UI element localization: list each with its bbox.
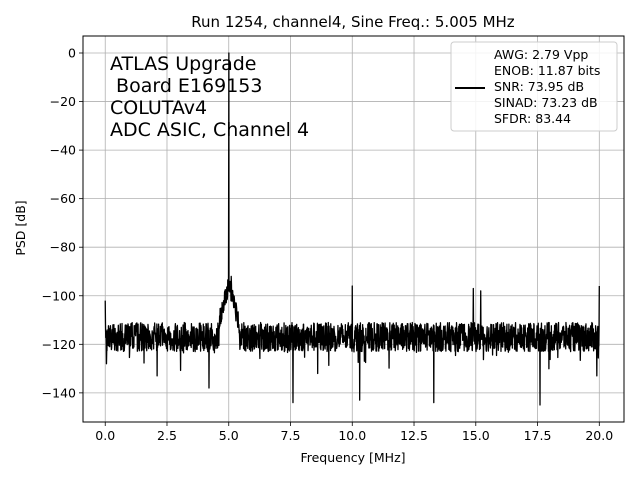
annotation-line-1: ATLAS Upgrade [110,53,256,75]
plot-frame [82,35,625,423]
y-tick-label: 0 [68,45,76,60]
y-tick-label: −60 [50,191,76,206]
x-tick-label: 17.5 [524,428,552,443]
axes [82,35,625,423]
y-tick-label: −20 [50,94,76,109]
annotation-line-4: ADC ASIC, Channel 4 [110,119,309,141]
y-axis-label: PSD [dB] [13,200,28,255]
annotation-block: ATLAS Upgrade Board E169153 COLUTAv4 ADC… [110,53,309,141]
x-axis-label: Frequency [MHz] [300,450,405,465]
x-tick-label: 12.5 [400,428,428,443]
chart-title: Run 1254, channel4, Sine Freq.: 5.005 MH… [191,13,515,31]
legend-box [450,41,618,132]
series-layer [104,52,600,406]
y-tick-label: −100 [42,288,76,303]
annotation-line-2: Board E169153 [110,75,262,97]
legend-line-5: SFDR: 83.44 [494,111,571,126]
x-tick-label: 2.5 [157,428,177,443]
x-tick-label: 7.5 [281,428,301,443]
y-tick-label: −80 [50,240,76,255]
ticks: 0.0 2.5 5.0 7.5 10.0 12.5 15.0 17.5 20.0 0 −20 −40 −… [42,45,614,443]
psd-series-line [104,52,600,406]
y-tick-label: −120 [42,337,76,352]
x-tick-label: 15.0 [462,428,490,443]
x-tick-label: 10.0 [338,428,366,443]
legend-line-3: SNR: 73.95 dB [494,79,584,94]
y-tick-label: −140 [42,385,76,400]
y-tick-label: −40 [50,143,76,158]
legend: AWG: 2.79 Vpp ENOB: 11.87 bits SNR: 73.9… [450,41,618,132]
x-tick-label: 20.0 [585,428,613,443]
legend-line-2: ENOB: 11.87 bits [494,63,600,78]
legend-line-1: AWG: 2.79 Vpp [494,47,588,62]
legend-line-4: SINAD: 73.23 dB [494,95,598,110]
x-tick-label: 0.0 [95,428,115,443]
annotation-line-3: COLUTAv4 [110,97,207,119]
x-tick-label: 5.0 [219,428,239,443]
